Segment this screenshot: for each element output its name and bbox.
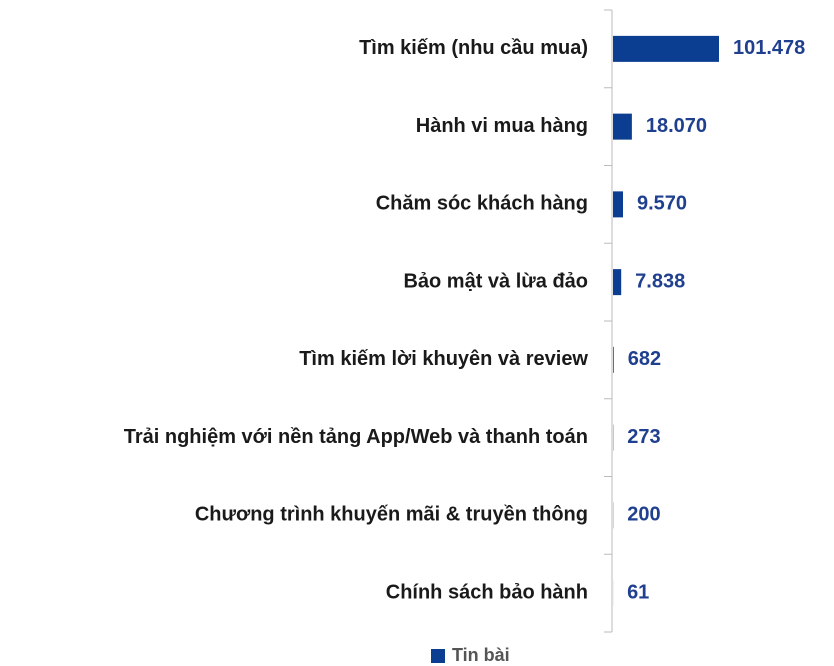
category-label: Chương trình khuyến mãi & truyền thông [195, 504, 588, 526]
category-label: Hành vi mua hàng [416, 115, 588, 137]
category-label: Tìm kiếm (nhu cầu mua) [359, 37, 588, 59]
value-label: 9.570 [637, 193, 687, 215]
bar [613, 35, 719, 62]
legend-swatch [431, 649, 445, 663]
category-label: Bảo mật và lừa đảo [403, 270, 588, 292]
value-label: 7.838 [635, 270, 685, 292]
value-label: 682 [628, 348, 661, 370]
category-label: Chăm sóc khách hàng [376, 193, 588, 215]
value-label: 273 [627, 426, 660, 448]
bar [613, 269, 622, 296]
bar [613, 113, 632, 140]
bar [613, 346, 614, 373]
category-label: Tìm kiếm lời khuyên và review [299, 348, 588, 370]
category-label: Trải nghiệm với nền tảng App/Web và than… [124, 426, 588, 448]
bar [613, 191, 623, 218]
value-label: 61 [627, 581, 649, 603]
category-label: Chính sách bảo hành [386, 581, 588, 603]
value-label: 18.070 [646, 115, 707, 137]
legend-label: Tin bài [452, 645, 510, 665]
value-label: 101.478 [733, 37, 805, 59]
value-label: 200 [627, 504, 660, 526]
